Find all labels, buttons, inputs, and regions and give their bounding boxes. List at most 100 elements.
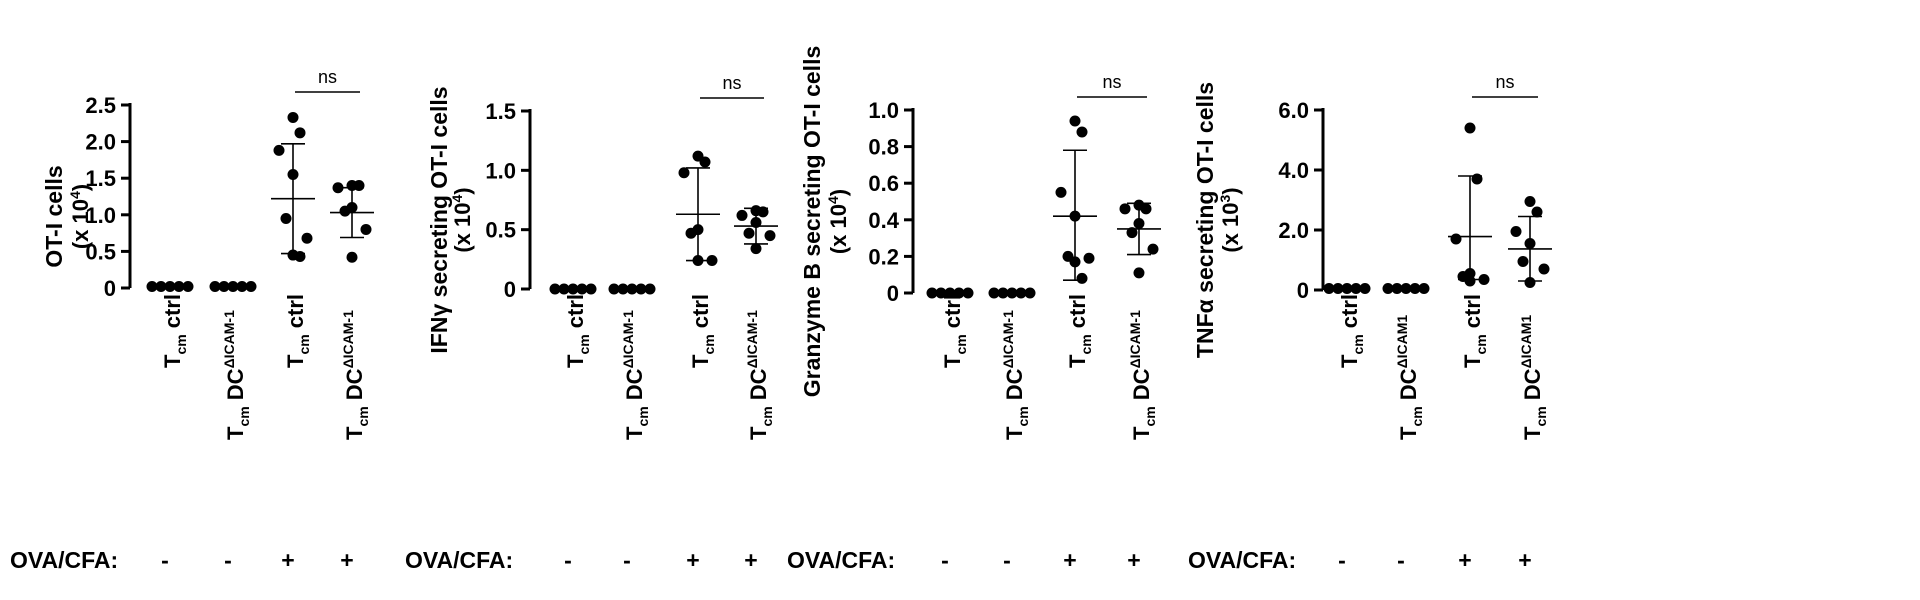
x-label-subscript: cm (635, 406, 651, 426)
data-point (1464, 122, 1476, 134)
y-tick-label: 0.2 (868, 244, 899, 269)
chart-panel-d: 0 2.0 4.0 6.0 TNFα secreting OT-I cells (x 10… (1188, 72, 1552, 573)
x-tick-label: Tcm ctrl (1065, 294, 1094, 368)
data-point (332, 182, 344, 194)
data-point (1006, 287, 1018, 299)
data-point (699, 156, 711, 168)
x-label-subscript: cm (1350, 334, 1366, 354)
data-point (635, 283, 647, 295)
ova-cfa-label: OVA/CFA: (10, 547, 118, 573)
data-point (1418, 283, 1430, 294)
x-label-base: T (746, 426, 771, 440)
x-label-main: DC (1396, 368, 1421, 406)
y-axis-units-close: ) (68, 184, 93, 191)
y-axis-title: IFNγ secreting OT-I cells (426, 86, 452, 353)
data-point (1015, 287, 1027, 299)
data-point (576, 283, 588, 295)
x-tick-label: Tcm DCΔICAM-1 (1000, 310, 1031, 440)
data-point (944, 287, 956, 299)
data-point (1471, 173, 1483, 185)
data-point (988, 287, 1000, 299)
data-point (736, 209, 748, 221)
data-point (1517, 256, 1529, 267)
data-point (1076, 272, 1088, 284)
y-axis-units-close: ) (826, 189, 851, 196)
x-label-superscript: ΔICAM-1 (340, 310, 356, 368)
significance-label: ns (1102, 72, 1121, 92)
ova-cfa-sign: + (1127, 547, 1140, 573)
x-label-main: ctrl (283, 294, 308, 334)
data-point (678, 167, 690, 179)
y-axis-title: OT-I cells (41, 165, 67, 267)
ova-cfa-sign: - (1003, 547, 1011, 573)
x-label-main: ctrl (1460, 294, 1485, 334)
y-tick-label: 0 (104, 276, 116, 301)
x-label-subscript: cm (1473, 334, 1489, 354)
x-label-superscript: ΔICAM-1 (620, 310, 636, 368)
ova-cfa-sign: + (1063, 547, 1076, 573)
x-label-base: T (688, 354, 713, 368)
ova-cfa-sign: - (161, 547, 169, 573)
y-tick-label: 0.5 (485, 218, 516, 243)
data-point (353, 180, 365, 192)
x-label-main: DC (1129, 368, 1154, 406)
x-tick-label: Tcm ctrl (1460, 294, 1489, 368)
y-axis-title-units: (x 104) (449, 187, 475, 252)
data-point (962, 287, 974, 299)
x-label-base: T (160, 354, 185, 368)
y-axis-title: TNFα secreting OT-I cells (1192, 82, 1218, 358)
x-label-main: DC (746, 368, 771, 406)
chart-panel-b: 0 0.5 1.0 1.5 IFNγ secreting OT-I cells(x 10… (405, 73, 778, 573)
data-point (1359, 283, 1371, 294)
data-point (1133, 267, 1145, 279)
data-point (236, 281, 248, 293)
x-label-main: ctrl (563, 294, 588, 334)
x-label-subscript: cm (236, 406, 252, 426)
y-tick-label: 1.0 (868, 98, 899, 123)
data-point (1531, 206, 1543, 218)
data-point (339, 205, 351, 217)
y-tick-label: 1.5 (85, 166, 116, 191)
data-point (935, 287, 947, 299)
x-label-main: DC (1002, 368, 1027, 406)
y-axis-units-close: ) (450, 187, 475, 194)
x-label-main: ctrl (1337, 294, 1362, 334)
x-label-subscript: cm (173, 334, 189, 354)
data-point (644, 283, 656, 295)
y-axis-units-exponent: 4 (825, 196, 841, 204)
x-label-superscript: ΔICAM1 (1518, 315, 1534, 369)
x-label-main: ctrl (940, 294, 965, 334)
data-point (1126, 227, 1138, 239)
x-tick-label: Tcm ctrl (1337, 294, 1366, 368)
x-tick-label: Tcm DCΔICAM1 (1518, 315, 1549, 440)
x-tick-label: Tcm DCΔICAM1 (1394, 315, 1425, 440)
x-label-base: T (283, 354, 308, 368)
data-point (1332, 283, 1344, 294)
x-label-superscript: ΔICAM-1 (1127, 310, 1143, 368)
x-label-subscript: cm (355, 406, 371, 426)
data-point (1409, 283, 1421, 294)
ova-cfa-label: OVA/CFA: (1188, 547, 1296, 573)
x-label-main: DC (342, 368, 367, 406)
y-axis-units-close: ) (1218, 187, 1243, 194)
data-point (280, 212, 292, 224)
x-label-base: T (1460, 354, 1485, 368)
ova-cfa-sign: - (564, 547, 572, 573)
data-point (1510, 226, 1522, 237)
y-axis-title-units: (x 103) (1217, 187, 1243, 252)
x-label-subscript: cm (953, 334, 969, 354)
data-point (294, 127, 306, 139)
data-point (626, 283, 638, 295)
x-label-base: T (1002, 426, 1027, 440)
significance-label: ns (318, 67, 337, 87)
x-label-main: DC (1520, 368, 1545, 406)
data-point (301, 232, 313, 244)
y-axis-units-base: (x 10 (68, 199, 93, 249)
x-tick-label: Tcm DCΔICAM-1 (744, 310, 775, 440)
data-point (1524, 196, 1536, 207)
ova-cfa-sign: + (340, 547, 353, 573)
x-tick-label: Tcm ctrl (563, 294, 592, 368)
data-point (218, 281, 230, 293)
y-tick-label: 2.5 (85, 93, 116, 118)
